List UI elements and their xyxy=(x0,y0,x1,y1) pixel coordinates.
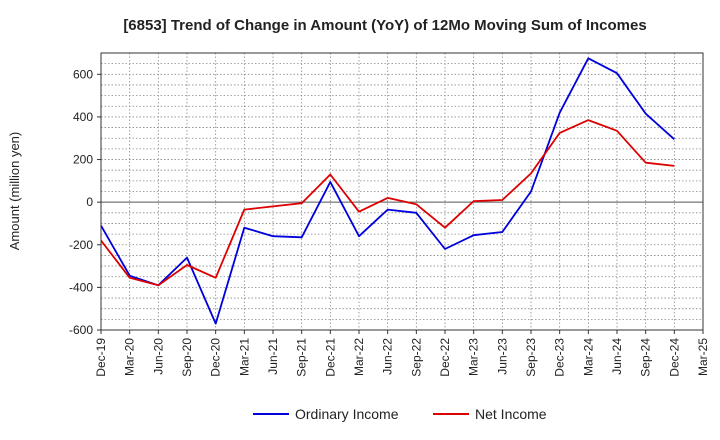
legend: Ordinary Income Net Income xyxy=(253,406,547,422)
x-tick-label: Sep-20 xyxy=(180,338,194,377)
x-tick-label: Sep-21 xyxy=(295,338,309,377)
y-tick-labels: -600 -400 -200 0 200 400 600 xyxy=(69,67,101,337)
x-tick-label: Jun-21 xyxy=(266,338,280,375)
x-tick-label: Dec-20 xyxy=(209,338,223,377)
plot-frame xyxy=(100,52,704,331)
series-line-ordinary-income xyxy=(100,57,675,325)
x-tick-label: Mar-24 xyxy=(581,338,595,376)
legend-label-net-income: Net Income xyxy=(475,406,547,422)
y-tick-label: 0 xyxy=(86,195,93,209)
x-tick-label: Mar-22 xyxy=(352,338,366,376)
y-tick-label: -200 xyxy=(69,238,93,252)
x-tick-label: Dec-22 xyxy=(438,338,452,377)
grid-lines xyxy=(100,52,704,331)
x-tick-label: Dec-24 xyxy=(667,338,681,377)
x-tick-label: Sep-23 xyxy=(524,338,538,377)
x-tick-label: Jun-22 xyxy=(381,338,395,375)
series-line-net-income xyxy=(100,119,675,287)
x-tick-label: Dec-19 xyxy=(94,338,108,377)
y-axis-label: Amount (million yen) xyxy=(7,132,22,251)
legend-label-ordinary-income: Ordinary Income xyxy=(295,406,399,422)
y-tick-label: 200 xyxy=(73,153,93,167)
y-tick-label: 400 xyxy=(73,110,93,124)
x-tick-label: Jun-23 xyxy=(495,338,509,375)
x-tick-label: Dec-21 xyxy=(323,338,337,377)
series-lines xyxy=(100,57,675,325)
y-tick-label: -600 xyxy=(69,323,93,337)
x-tick-label: Sep-22 xyxy=(409,338,423,377)
y-tick-label: -400 xyxy=(69,280,93,294)
x-tick-label: Mar-20 xyxy=(123,338,137,376)
x-tick-label: Mar-25 xyxy=(696,338,710,376)
x-tick-label: Mar-23 xyxy=(467,338,481,376)
x-tick-labels: Dec-19 Mar-20 Jun-20 Sep-20 Dec-20 Mar-21 Jun-… xyxy=(94,330,710,377)
y-tick-label: 600 xyxy=(73,67,93,81)
x-tick-label: Dec-23 xyxy=(553,338,567,377)
chart-title: [6853] Trend of Change in Amount (YoY) o… xyxy=(123,17,646,34)
x-tick-label: Jun-24 xyxy=(610,338,624,375)
x-tick-label: Jun-20 xyxy=(151,338,165,375)
x-tick-label: Sep-24 xyxy=(639,338,653,377)
x-tick-label: Mar-21 xyxy=(237,338,251,376)
